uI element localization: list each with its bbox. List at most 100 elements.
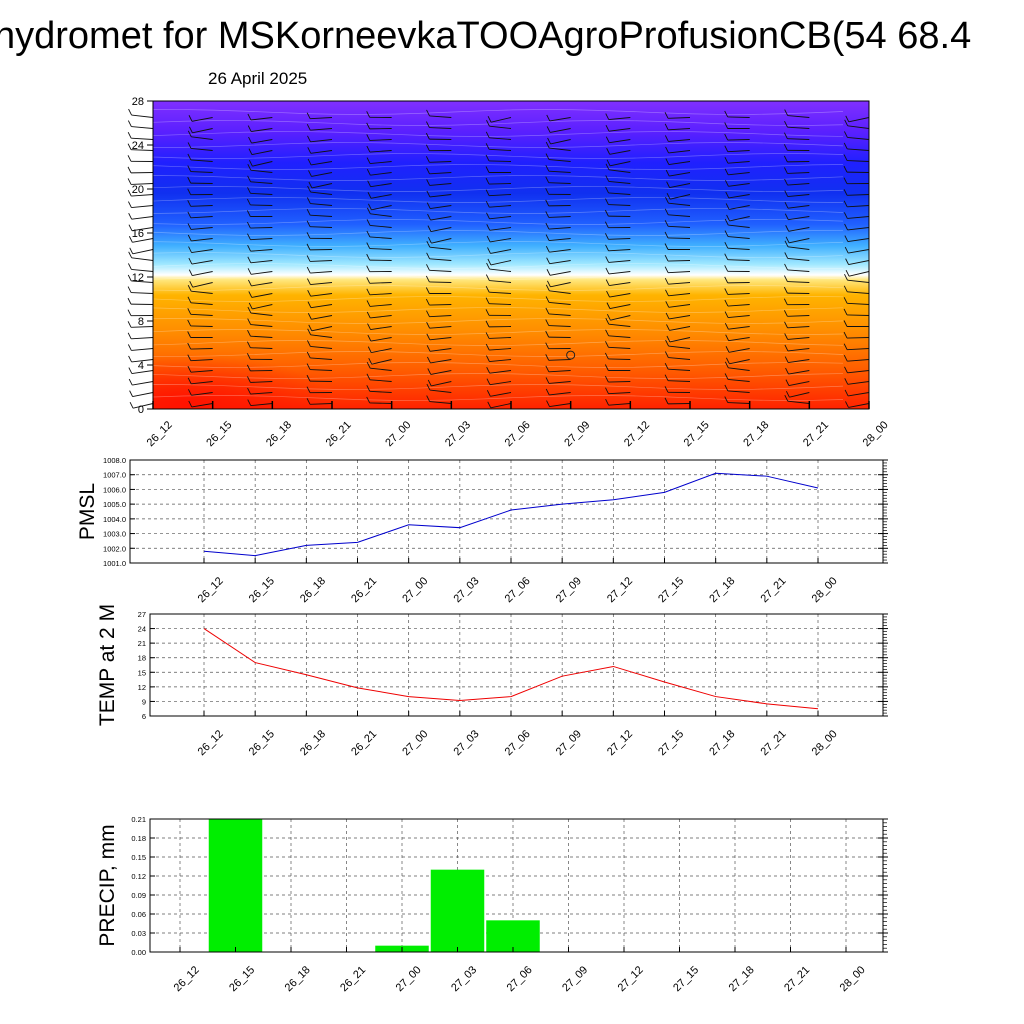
y-tick-label: 0.15: [131, 853, 146, 862]
x-tick-label: 27_03: [449, 964, 479, 994]
wind-barb-flag: [604, 221, 609, 228]
wind-barb-flag: [187, 308, 192, 315]
wind-barb: [489, 216, 512, 220]
wind-barb: [430, 205, 452, 209]
contour-line: [152, 373, 844, 379]
wind-barb: [668, 237, 691, 239]
wind-barb-flag: [127, 274, 132, 282]
wind-barb: [431, 238, 452, 244]
wind-barb-flag: [187, 296, 192, 303]
wind-barb: [847, 291, 870, 294]
wind-barb-flag: [605, 163, 610, 171]
x-tick-label: 26_12: [196, 575, 226, 605]
wind-barb: [430, 216, 452, 221]
wind-barb-flag: [784, 263, 788, 271]
wind-barb-flag: [189, 126, 193, 133]
wind-barb-flag: [545, 319, 550, 326]
contour-line: [152, 153, 844, 159]
wind-barb-flag: [426, 383, 431, 391]
wind-barb: [310, 214, 333, 217]
x-tick-label: 27_21: [758, 575, 788, 605]
wind-barb-flag: [546, 114, 551, 122]
wind-barb-flag: [664, 266, 669, 273]
wind-barb-flag: [426, 395, 431, 402]
wind-barb: [250, 324, 273, 327]
wind-barb: [131, 280, 154, 283]
wind-barb-flag: [306, 243, 311, 251]
x-tick-label: 27_15: [656, 728, 686, 758]
wind-barb-flag: [843, 331, 848, 339]
wind-barb: [131, 194, 154, 197]
wind-barb-flag: [486, 355, 490, 362]
wind-barb-flag: [426, 202, 431, 209]
wind-barb: [131, 268, 154, 272]
wind-barb: [489, 348, 512, 351]
wind-barb: [548, 182, 571, 184]
wind-barb: [727, 293, 750, 295]
wind-barb: [429, 401, 452, 404]
wind-barb-flag: [546, 126, 551, 133]
wind-barb: [131, 337, 154, 340]
wind-barb-flag: [485, 189, 490, 196]
wind-barb: [787, 194, 810, 198]
wind-barb-flag: [426, 345, 431, 352]
wind-barb-flag: [844, 223, 848, 231]
y-tick-label: 24: [132, 140, 144, 152]
wind-barb-flag: [724, 288, 729, 295]
x-tick-label: 27_15: [682, 419, 712, 449]
wind-barb: [609, 161, 631, 167]
wind-barb-flag: [784, 321, 788, 329]
wind-barb: [608, 204, 631, 206]
wind-barb-flag: [425, 132, 430, 140]
wind-barb-flag: [486, 390, 491, 397]
wind-barb-flag: [127, 344, 132, 351]
contour-line: [152, 307, 844, 313]
wind-barb-flag: [128, 378, 133, 386]
wind-barb: [250, 117, 273, 121]
wind-barb: [369, 282, 392, 284]
wind-barb-flag: [664, 112, 669, 119]
wind-barb: [490, 403, 512, 409]
x-tick-label: 27_03: [451, 728, 481, 758]
wind-barb: [132, 381, 154, 386]
contour-line: [152, 241, 844, 247]
wind-barb-flag: [128, 263, 132, 270]
x-tick-label: 26_12: [196, 728, 226, 758]
wind-barb-flag: [307, 158, 312, 166]
wind-barb: [370, 326, 392, 330]
y-tick-label: 1002.0: [103, 544, 126, 553]
wind-barb-flag: [366, 265, 371, 272]
wind-barb: [250, 204, 273, 206]
precip-panel: 0.00 0.03 0.06 0.09 0.12 0.15 0.18 0.21 26_12 26_…: [96, 815, 888, 994]
contour-line: [152, 285, 844, 291]
wind-barb-flag: [784, 275, 788, 282]
wind-barb-flag: [308, 170, 312, 177]
wind-barb: [549, 260, 571, 265]
wind-barb-flag: [724, 373, 729, 380]
wind-barb: [788, 238, 810, 244]
x-tick-label: 26_12: [172, 964, 202, 994]
wind-barb: [310, 117, 333, 120]
wind-barb: [848, 271, 870, 277]
wind-barb-flag: [726, 214, 730, 222]
wind-barb-flag: [664, 278, 669, 285]
wind-barb-flag: [724, 110, 729, 118]
wind-barb-flag: [306, 255, 311, 262]
wind-barb: [787, 269, 810, 272]
wind-barb-flag: [606, 290, 610, 298]
wind-barb: [250, 227, 273, 229]
wind-barb-flag: [128, 224, 133, 231]
y-axis-label: TEMP at 2 M: [96, 604, 119, 726]
contour-line: [152, 175, 844, 181]
wind-barb: [370, 183, 392, 188]
precip-bar: [486, 920, 540, 952]
wind-barb: [728, 315, 750, 319]
wind-barb: [728, 194, 750, 199]
wind-barb: [429, 326, 452, 329]
wind-barb-flag: [485, 154, 490, 162]
wind-barb: [191, 117, 213, 122]
wind-barb: [787, 315, 810, 317]
wind-barb-flag: [606, 159, 611, 166]
wind-barb: [131, 227, 154, 232]
wind-barb-flag: [844, 246, 849, 254]
